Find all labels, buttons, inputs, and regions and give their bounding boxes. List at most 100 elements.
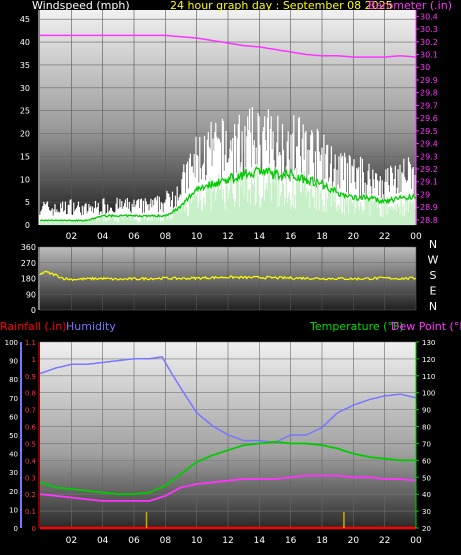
rainfall-tick-label: 0	[32, 525, 36, 533]
temperature-tick-label: 70	[422, 440, 431, 448]
windspeed-tick-label: 10	[20, 175, 30, 184]
barometer-tick-label: 29.5	[420, 127, 438, 136]
compass-letter: W	[428, 254, 439, 267]
rainfall-tick-label: 0.4	[25, 457, 37, 465]
windspeed-tick-label: 35	[20, 61, 30, 70]
rainfall-tick-label: 0.2	[25, 491, 36, 499]
humidity-tick-label: 0	[14, 525, 18, 533]
barometer-axis-title: Barometer (.in)	[368, 0, 452, 12]
humidity-tick-label: 50	[9, 432, 18, 440]
x-tick-label: 08	[160, 232, 172, 242]
humidity-tick-label: 30	[9, 469, 18, 477]
temperature-tick-label: 90	[422, 407, 431, 415]
direction-tick-label: 180	[21, 275, 36, 284]
barometer-tick-label: 29.2	[420, 165, 438, 174]
temperature-tick-label: 120	[422, 356, 435, 364]
windspeed-tick-label: 20	[20, 130, 30, 139]
humidity-tick-label: 60	[9, 413, 18, 421]
humidity-tick-label: 90	[9, 358, 18, 366]
rainfall-tick-label: 0.5	[25, 440, 36, 448]
dewpoint-axis-title: Dew Point (°F)	[391, 320, 461, 333]
temperature-line	[39, 440, 416, 496]
x-tick-label: 08	[160, 536, 172, 546]
compass-letter: S	[430, 269, 437, 282]
windspeed-tick-label: 5	[25, 198, 30, 207]
temperature-tick-label: 130	[422, 339, 435, 347]
temperature-tick-label: 60	[422, 457, 431, 465]
x-tick-label: 12	[222, 536, 233, 546]
rainfall-tick-label: 1.1	[25, 339, 36, 347]
humidity-axis-title: Humidity	[66, 320, 116, 333]
barometer-tick-label: 30.3	[420, 25, 438, 34]
barometer-tick-label: 29.1	[420, 178, 438, 187]
barometer-tick-label: 29.8	[420, 89, 438, 98]
x-tick-label: 20	[348, 536, 360, 546]
x-tick-label: 10	[191, 536, 203, 546]
compass-letter: N	[429, 300, 437, 313]
dewpoint-line	[39, 474, 417, 502]
barometer-tick-label: 29.6	[420, 114, 438, 123]
temperature-tick-label: 80	[422, 424, 431, 432]
barometer-tick-label: 29.9	[420, 76, 438, 85]
chart-title: 24 hour graph day : September 08 2025	[170, 0, 393, 12]
rainfall-tick-label: 0.7	[25, 407, 36, 415]
rainfall-tick-label: 0.8	[25, 390, 36, 398]
windspeed-tick-label: 45	[20, 15, 30, 24]
compass-letter: E	[430, 285, 437, 298]
temperature-tick-label: 100	[422, 390, 435, 398]
wind-plot-axes: 02 04 06 08 10 12 14 16 18 20 22 000510152025303540…	[20, 10, 438, 242]
humidity-tick-label: 40	[9, 451, 18, 459]
barometer-tick-label: 29	[420, 190, 430, 199]
barometer-tick-label: 29.3	[420, 152, 438, 161]
rainfall-tick-label: 0.1	[25, 508, 36, 516]
x-tick-label: 18	[316, 536, 328, 546]
barometer-line	[40, 34, 417, 58]
barometer-tick-label: 28.8	[420, 216, 438, 225]
humidity-tick-label: 80	[9, 376, 18, 384]
x-tick-label: 22	[379, 232, 390, 242]
barometer-tick-label: 30.2	[420, 38, 438, 47]
wind-barometer-series	[39, 34, 417, 225]
x-tick-label: 00	[410, 232, 422, 242]
x-tick-label: 04	[97, 232, 109, 242]
x-tick-label: 04	[97, 536, 109, 546]
windspeed-tick-label: 25	[20, 107, 30, 116]
rainfall-tick-label: 1	[32, 356, 36, 364]
temp-humidity-series	[39, 356, 417, 530]
humidity-line	[39, 356, 417, 444]
barometer-tick-label: 30	[420, 63, 430, 72]
x-tick-label: 22	[379, 536, 390, 546]
windspeed-tick-label: 0	[25, 221, 30, 230]
humidity-tick-label: 100	[5, 339, 18, 347]
rainfall-tick-label: 0.3	[25, 474, 36, 482]
wind-average-band	[39, 164, 417, 225]
temperature-tick-label: 40	[422, 491, 431, 499]
temp-plot-axes: 02 04 06 08 10 12 14 16 18 20 22 0000.10.20.30.40.5…	[5, 339, 436, 546]
windspeed-tick-label: 15	[20, 152, 30, 161]
temperature-tick-label: 30	[422, 508, 431, 516]
direction-tick-label: 270	[21, 259, 36, 268]
compass-letter: N	[429, 238, 437, 251]
direction-plot-axes: 0 90 180 270 360	[21, 243, 40, 315]
x-tick-label: 12	[222, 232, 233, 242]
x-tick-label: 06	[128, 536, 140, 546]
direction-tick-label: 90	[26, 290, 36, 299]
x-tick-label: 14	[254, 536, 266, 546]
temperature-tick-label: 50	[422, 474, 431, 482]
windspeed-tick-label: 40	[20, 38, 30, 47]
humidity-tick-label: 20	[9, 488, 18, 496]
barometer-tick-label: 28.9	[420, 203, 438, 212]
wind-average-line	[39, 166, 417, 222]
temperature-axis-title: Temperature (°F)	[309, 320, 404, 333]
rainfall-axis-title: Rainfall (.in)	[0, 320, 67, 333]
rainfall-tick-label: 0.9	[25, 373, 36, 381]
barometer-tick-label: 29.4	[420, 140, 438, 149]
humidity-tick-label: 10	[9, 506, 18, 514]
barometer-tick-label: 30.1	[420, 51, 438, 60]
x-tick-label: 02	[66, 232, 77, 242]
x-tick-label: 02	[66, 536, 77, 546]
x-tick-label: 06	[128, 232, 140, 242]
rainfall-tick-label: 0.6	[25, 424, 37, 432]
x-tick-label: 16	[285, 232, 297, 242]
